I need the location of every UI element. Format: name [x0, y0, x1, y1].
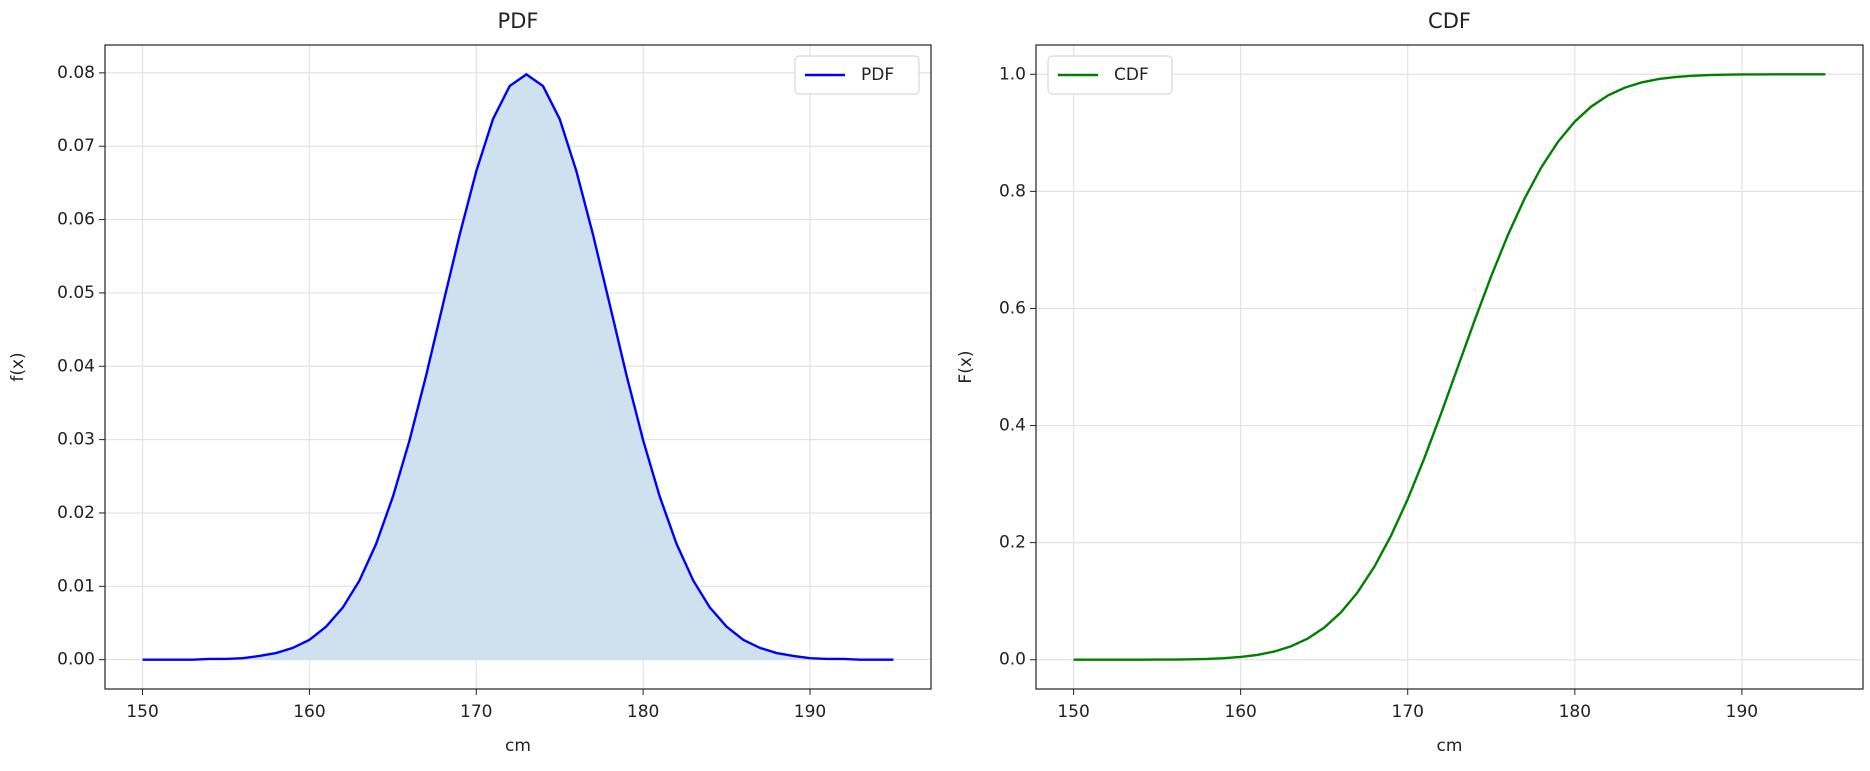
y-tick-label: 0.01 [57, 576, 95, 596]
x-tick-label: 190 [794, 702, 826, 722]
y-tick-label: 0.6 [999, 298, 1026, 318]
plot-frame [1035, 44, 1864, 690]
y-tick-label: 0.02 [57, 503, 95, 523]
chart-title: CDF [1428, 9, 1471, 33]
x-axis-label: cm [1437, 736, 1463, 756]
x-tick-label: 190 [1726, 702, 1758, 722]
y-tick-label: 1.0 [999, 64, 1026, 84]
plot-frame [104, 44, 932, 690]
x-axis-label: cm [505, 736, 531, 756]
legend: PDF [794, 55, 920, 95]
y-tick-label: 0.04 [57, 356, 95, 376]
y-tick-label: 0.07 [57, 136, 95, 156]
y-axis-label: F(x) [956, 350, 976, 383]
subplot: CDF cm F(x) 150 160 170 180 190 0.0 0.2 0.4 0.6 0.8 1… [956, 9, 1864, 756]
x-tick-label: 170 [460, 702, 492, 722]
x-tick-label: 180 [627, 702, 659, 722]
x-tick-label: 170 [1392, 702, 1424, 722]
y-tick-label: 0.0 [999, 650, 1026, 670]
y-tick-label: 0.4 [999, 416, 1026, 436]
line [142, 72, 894, 661]
x-tick-label: 180 [1559, 702, 1591, 722]
y-tick-label: 0.06 [57, 210, 95, 230]
x-tick-label: 150 [126, 702, 158, 722]
legend-box [1047, 55, 1173, 95]
y-tick-label: 0.00 [57, 650, 95, 670]
area [142, 74, 894, 660]
legend-label: PDF [861, 65, 894, 85]
line [1073, 73, 1826, 661]
y-tick-label: 0.2 [999, 533, 1026, 553]
chart-title: PDF [498, 9, 539, 33]
y-axis-label: f(x) [8, 352, 28, 381]
y-tick-label: 0.05 [57, 283, 95, 303]
legend: CDF [1047, 55, 1173, 95]
x-tick-label: 160 [293, 702, 325, 722]
y-tick-label: 0.08 [57, 63, 95, 83]
legend-label: CDF [1114, 65, 1149, 85]
x-tick-label: 150 [1057, 702, 1089, 722]
y-tick-label: 0.8 [999, 181, 1026, 201]
subplot: PDF cm f(x) 150 160 170 180 190 0.00 0.01 0.02 0.03… [8, 9, 932, 756]
y-tick-label: 0.03 [57, 430, 95, 450]
legend-box [794, 55, 920, 95]
x-tick-label: 160 [1224, 702, 1256, 722]
